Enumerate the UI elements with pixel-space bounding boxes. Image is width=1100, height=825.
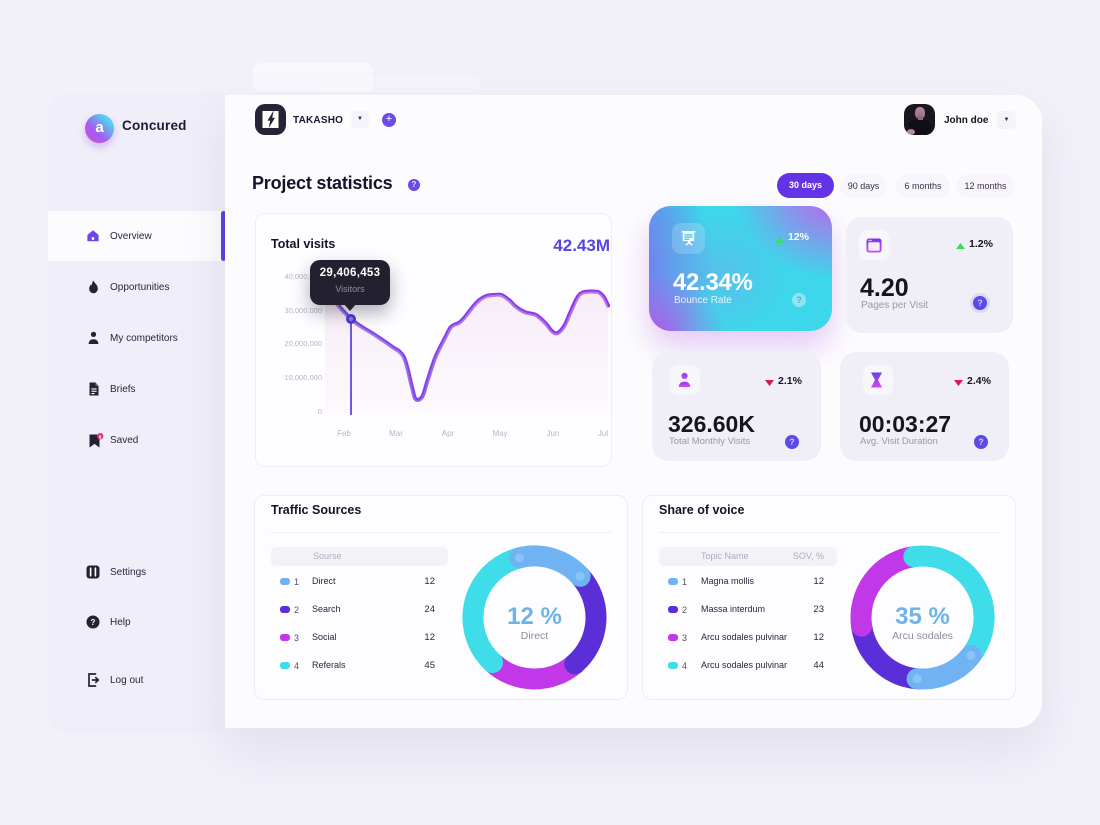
svg-text:Jul: Jul <box>598 429 608 438</box>
svg-text:35 %: 35 % <box>895 603 950 630</box>
svg-text:10,000,000: 10,000,000 <box>284 373 322 382</box>
svg-text:?: ? <box>91 618 96 627</box>
svg-text:40,000,000: 40,000,000 <box>284 272 322 281</box>
svg-text:6: 6 <box>99 434 102 439</box>
svg-text:Jun: Jun <box>547 429 560 438</box>
svg-text:May: May <box>492 429 507 438</box>
svg-text:20,000,000: 20,000,000 <box>284 339 322 348</box>
svg-text:Arcu sodales: Arcu sodales <box>892 630 953 642</box>
svg-text:0: 0 <box>318 407 322 416</box>
svg-text:Direct: Direct <box>521 630 549 642</box>
svg-text:30,000,000: 30,000,000 <box>284 306 322 315</box>
svg-text:12 %: 12 % <box>507 603 562 630</box>
svg-text:Feb: Feb <box>337 429 351 438</box>
svg-text:Apr: Apr <box>442 429 455 438</box>
svg-text:Mar: Mar <box>389 429 403 438</box>
